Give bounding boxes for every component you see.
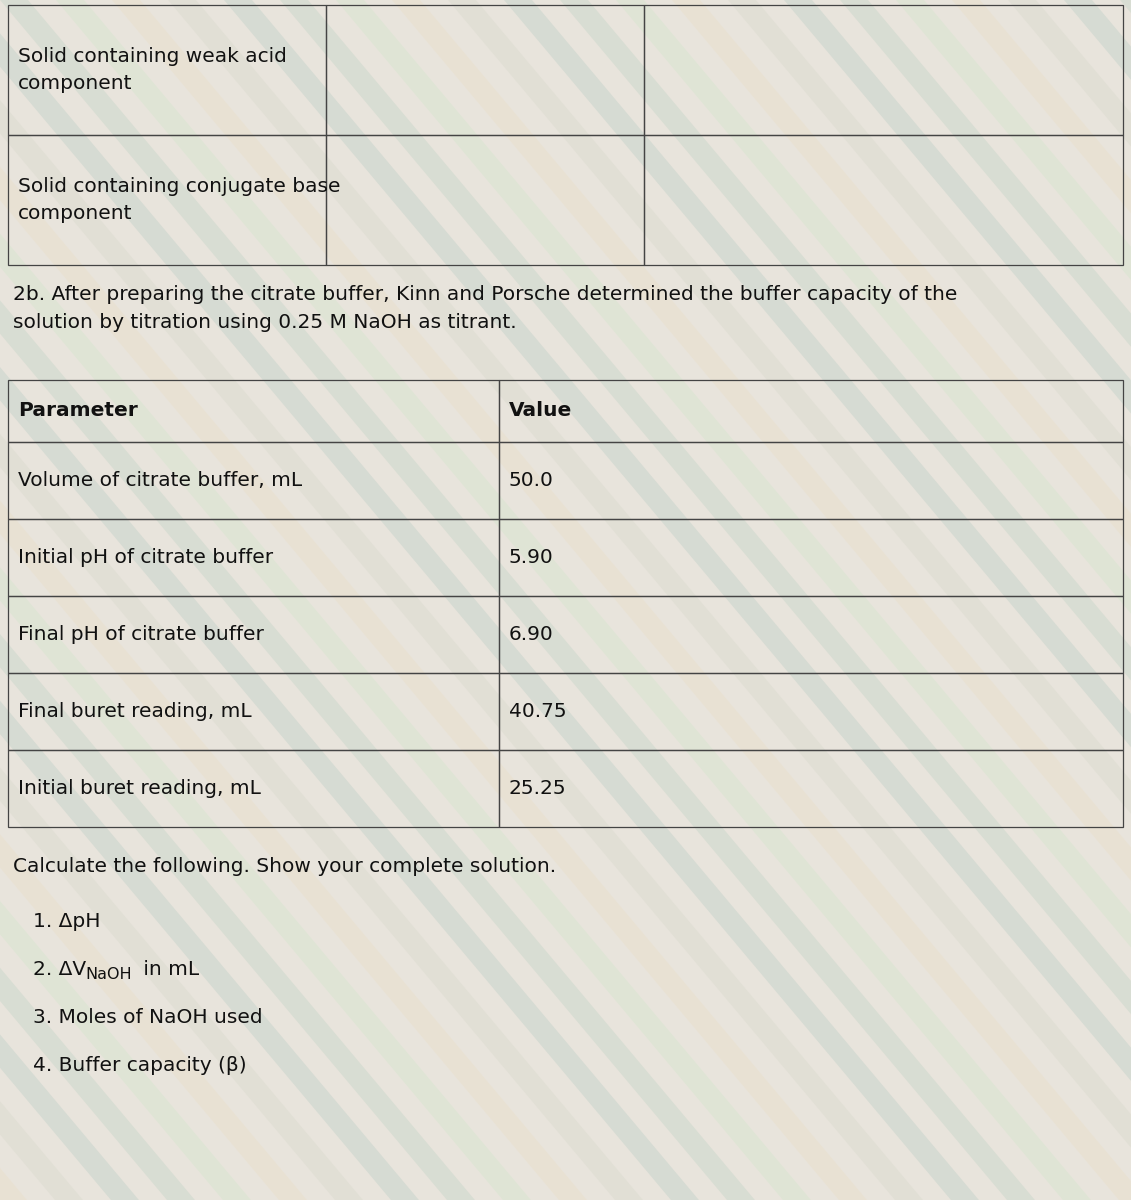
Polygon shape	[280, 0, 1131, 1200]
Bar	[499, 596, 1123, 673]
Bar	[8, 5, 326, 134]
Polygon shape	[0, 0, 307, 1200]
Bar	[8, 673, 499, 750]
Polygon shape	[0, 0, 418, 1200]
Text: Initial buret reading, mL: Initial buret reading, mL	[18, 779, 261, 798]
Bar	[326, 5, 644, 134]
Polygon shape	[1008, 0, 1131, 1200]
Polygon shape	[112, 0, 1131, 1200]
Polygon shape	[784, 0, 1131, 1200]
Polygon shape	[0, 0, 923, 1200]
Text: 50.0: 50.0	[509, 470, 553, 490]
Polygon shape	[336, 0, 1131, 1200]
Polygon shape	[224, 0, 1131, 1200]
Polygon shape	[0, 0, 979, 1200]
Text: Volume of citrate buffer, mL: Volume of citrate buffer, mL	[18, 470, 302, 490]
Polygon shape	[0, 0, 475, 1200]
Bar	[644, 134, 1123, 265]
Polygon shape	[0, 0, 699, 1200]
Polygon shape	[0, 0, 27, 1200]
Polygon shape	[392, 0, 1131, 1200]
Bar	[499, 673, 1123, 750]
Polygon shape	[0, 0, 867, 1200]
Text: 1. ΔpH: 1. ΔpH	[33, 912, 101, 931]
Polygon shape	[57, 0, 1091, 1200]
Polygon shape	[0, 0, 195, 1200]
Polygon shape	[0, 0, 811, 1200]
Text: 3. Moles of NaOH used: 3. Moles of NaOH used	[33, 1008, 262, 1027]
Polygon shape	[169, 0, 1131, 1200]
Polygon shape	[448, 0, 1131, 1200]
Bar	[8, 134, 326, 265]
Polygon shape	[896, 0, 1131, 1200]
Bar	[8, 518, 499, 596]
Polygon shape	[0, 0, 139, 1200]
Bar	[499, 518, 1123, 596]
Polygon shape	[616, 0, 1131, 1200]
Polygon shape	[0, 0, 83, 1200]
Bar	[499, 442, 1123, 518]
Polygon shape	[0, 0, 754, 1200]
Text: 2b. After preparing the citrate buffer, Kinn and Porsche determined the buffer c: 2b. After preparing the citrate buffer, …	[12, 284, 957, 332]
Polygon shape	[672, 0, 1131, 1200]
Bar	[326, 134, 644, 265]
Text: 6.90: 6.90	[509, 625, 553, 644]
Text: 5.90: 5.90	[509, 548, 553, 566]
Text: NaOH: NaOH	[85, 967, 131, 982]
Text: Final buret reading, mL: Final buret reading, mL	[18, 702, 251, 721]
Polygon shape	[0, 0, 530, 1200]
Text: Solid containing conjugate base
component: Solid containing conjugate base componen…	[18, 178, 340, 223]
Polygon shape	[728, 0, 1131, 1200]
Text: in mL: in mL	[137, 960, 199, 979]
Polygon shape	[0, 0, 642, 1200]
Polygon shape	[0, 0, 363, 1200]
Polygon shape	[504, 0, 1131, 1200]
Bar	[8, 596, 499, 673]
Bar	[499, 380, 1123, 442]
Polygon shape	[1120, 0, 1131, 1200]
Text: 4. Buffer capacity (β): 4. Buffer capacity (β)	[33, 1056, 247, 1075]
Polygon shape	[952, 0, 1131, 1200]
Bar	[8, 442, 499, 518]
Text: Parameter: Parameter	[18, 402, 138, 420]
Polygon shape	[560, 0, 1131, 1200]
Bar	[8, 750, 499, 827]
Bar	[644, 5, 1123, 134]
Text: Final pH of citrate buffer: Final pH of citrate buffer	[18, 625, 264, 644]
Text: Value: Value	[509, 402, 572, 420]
Text: 25.25: 25.25	[509, 779, 567, 798]
Text: Calculate the following. Show your complete solution.: Calculate the following. Show your compl…	[12, 857, 556, 876]
Bar	[8, 380, 499, 442]
Text: 40.75: 40.75	[509, 702, 567, 721]
Polygon shape	[840, 0, 1131, 1200]
Text: 2. ΔV: 2. ΔV	[33, 960, 86, 979]
Polygon shape	[1064, 0, 1131, 1200]
Bar	[499, 750, 1123, 827]
Text: Solid containing weak acid
component: Solid containing weak acid component	[18, 47, 287, 92]
Polygon shape	[0, 0, 1035, 1200]
Polygon shape	[0, 0, 251, 1200]
Polygon shape	[0, 0, 587, 1200]
Text: Initial pH of citrate buffer: Initial pH of citrate buffer	[18, 548, 273, 566]
